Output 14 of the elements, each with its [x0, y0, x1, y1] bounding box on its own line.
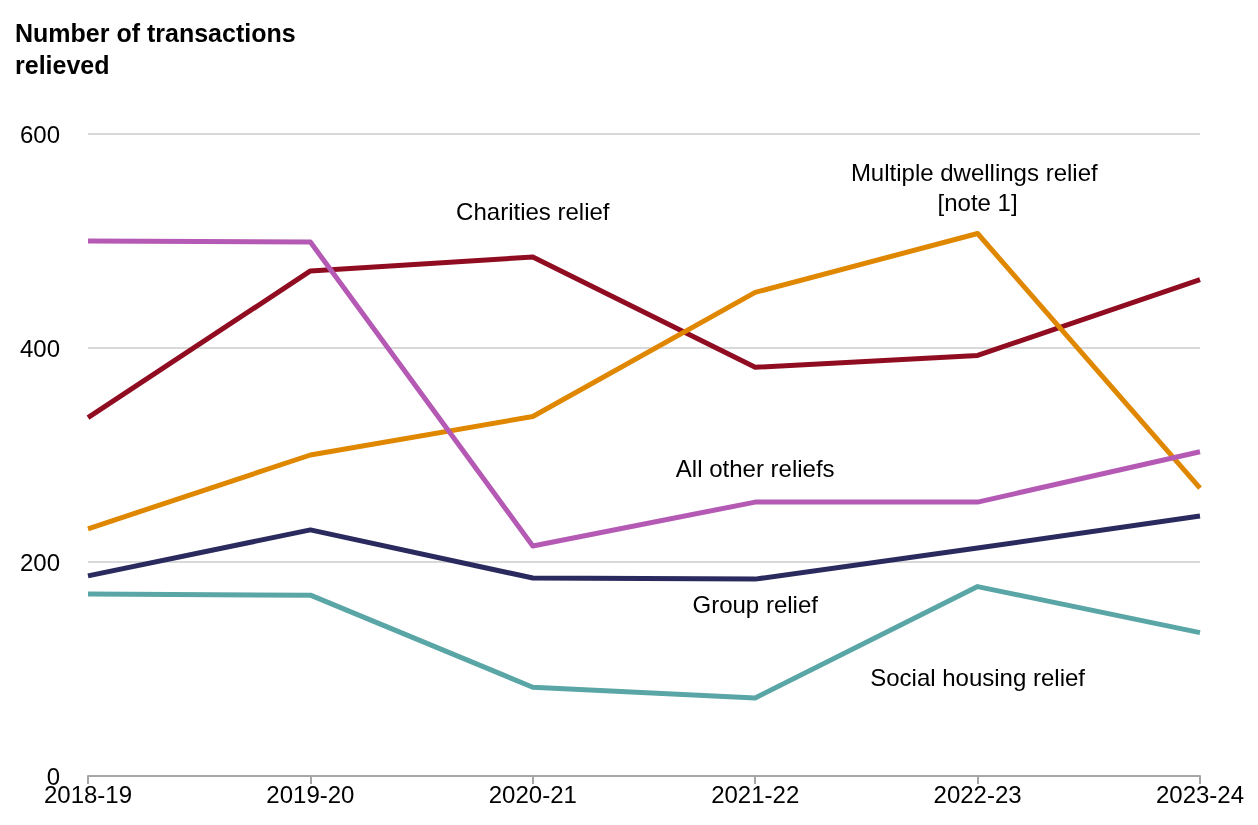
y-tick-label: 400	[19, 334, 60, 362]
x-tick-label: 2019-20	[266, 780, 355, 808]
series-label: Charities relief	[456, 197, 610, 225]
series-label: Social housing relief	[870, 664, 1086, 692]
series-label: Group relief	[692, 591, 819, 619]
series-label: Multiple dwellings relief [note 1]	[850, 159, 1105, 216]
series-label: All other reliefs	[675, 455, 835, 483]
chart-title: Number of transactions relieved	[15, 19, 303, 79]
x-tick-label: 2020-21	[488, 780, 577, 808]
x-tick-label: 2021-22	[711, 780, 800, 808]
y-tick-label: 200	[19, 548, 60, 576]
y-tick-label: 600	[19, 120, 60, 148]
x-tick-label: 2022-23	[933, 780, 1022, 808]
x-tick-label: 2023-24	[1155, 780, 1245, 808]
